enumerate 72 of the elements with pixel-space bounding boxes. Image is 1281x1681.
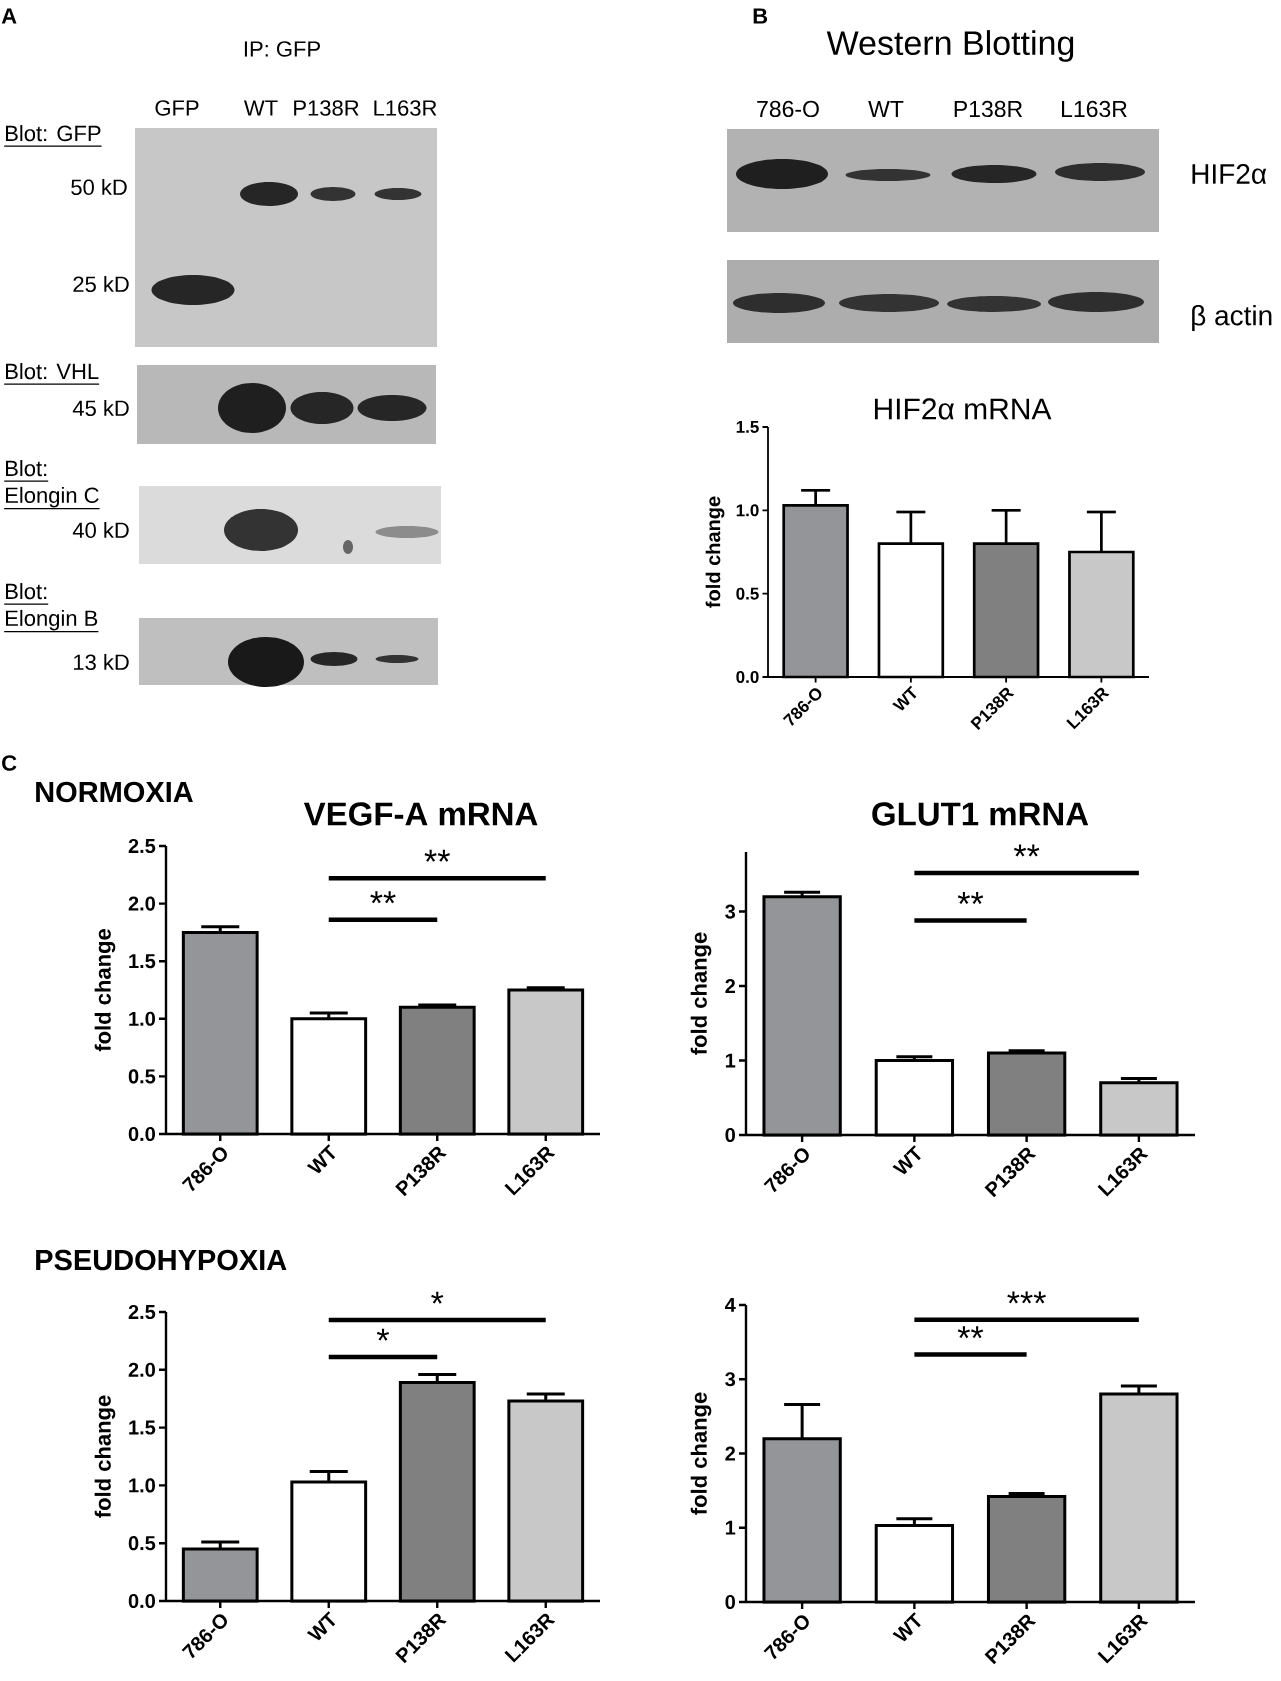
chart-title: GLUT1 mRNA bbox=[872, 802, 1089, 826]
y-tick-label: 0.5 bbox=[736, 587, 759, 600]
y-tick-label: 2.5 bbox=[128, 838, 156, 854]
text: Blot: Elongin C bbox=[6, 460, 99, 508]
y-tick-label: 1 bbox=[725, 1520, 736, 1535]
category-label: WT bbox=[243, 100, 278, 116]
y-tick-label: 4 bbox=[724, 1298, 736, 1312]
category-label: WT bbox=[868, 101, 904, 117]
y-tick-label: 2.0 bbox=[128, 1362, 155, 1377]
y-tick-label: 0.0 bbox=[736, 670, 759, 684]
x-tick-label: WT bbox=[306, 1611, 336, 1641]
y-tick-label: 3 bbox=[725, 1372, 736, 1387]
annotation: ** bbox=[424, 849, 450, 862]
category-label: P138R bbox=[294, 100, 359, 116]
category-label: 786-O bbox=[757, 100, 819, 118]
y-tick-label: 0 bbox=[725, 1127, 735, 1143]
text: Blot: VHL bbox=[6, 363, 99, 380]
text: 45 kD bbox=[72, 399, 129, 417]
text: Blot: GFP bbox=[6, 125, 101, 142]
y-tick-label: 1.0 bbox=[129, 1478, 155, 1493]
y-tick-label: 3 bbox=[725, 904, 736, 919]
y-tick-label: 2.0 bbox=[128, 896, 155, 911]
text: IP: GFP bbox=[244, 41, 320, 57]
y-axis-title: fold change bbox=[94, 929, 116, 1052]
y-tick-label: 1.5 bbox=[129, 1420, 156, 1435]
y-tick-label: 1.5 bbox=[736, 421, 759, 433]
annotation: * bbox=[376, 1328, 390, 1341]
category-label: GFP bbox=[155, 100, 199, 116]
x-tick-label: WT bbox=[306, 1144, 336, 1174]
text: 40 kD bbox=[72, 521, 129, 539]
y-tick-label: 2 bbox=[725, 979, 735, 994]
x-tick-label: WT bbox=[892, 1612, 921, 1642]
y-axis-title: fold change bbox=[705, 496, 725, 608]
category-label: L163R bbox=[1062, 100, 1127, 118]
chart-title: VEGF-A mRNA bbox=[303, 802, 538, 826]
x-tick-label: WT bbox=[892, 1145, 921, 1175]
text: 50 kD bbox=[71, 178, 127, 196]
category-label: P138R bbox=[954, 100, 1023, 118]
text: Western Blotting bbox=[826, 30, 1074, 62]
y-tick-label: 2.5 bbox=[128, 1304, 156, 1320]
category-label: L163R bbox=[374, 100, 437, 116]
y-axis-title: fold change bbox=[690, 932, 712, 1055]
text: Blot: Elongin B bbox=[6, 583, 98, 631]
text: A bbox=[1, 8, 17, 24]
y-axis-title: fold change bbox=[690, 1392, 712, 1515]
annotation: ** bbox=[957, 1326, 984, 1339]
text: *** bbox=[1007, 1291, 1046, 1304]
chart-subtitle: PSEUDOHYPOXIA bbox=[36, 1249, 287, 1271]
y-tick-label: 0.0 bbox=[128, 1593, 155, 1609]
y-tick-label: 1.0 bbox=[129, 1011, 155, 1026]
y-tick-label: 0 bbox=[725, 1594, 735, 1610]
text: 13 kD bbox=[74, 653, 129, 671]
text: β actin bbox=[1192, 304, 1272, 332]
y-tick-label: 0.0 bbox=[128, 1126, 155, 1142]
y-axis-title: fold change bbox=[94, 1395, 116, 1518]
y-tick-label: 1 bbox=[725, 1053, 736, 1068]
chart-subtitle: NORMOXIA bbox=[36, 781, 193, 803]
text: * bbox=[431, 1291, 444, 1304]
chart-title: HIF2α mRNA bbox=[874, 398, 1052, 420]
annotation: ** bbox=[957, 892, 984, 905]
text: C bbox=[2, 755, 17, 771]
text: HIF2α bbox=[1192, 164, 1267, 184]
x-tick-label: WT bbox=[892, 685, 917, 711]
y-tick-label: 0.5 bbox=[128, 1536, 156, 1551]
annotation: ** bbox=[370, 891, 396, 904]
y-tick-label: 1.5 bbox=[129, 954, 156, 969]
text: B bbox=[753, 8, 768, 24]
y-tick-label: 1.0 bbox=[736, 504, 759, 517]
y-tick-label: 2 bbox=[725, 1446, 735, 1461]
y-tick-label: 0.5 bbox=[128, 1069, 156, 1084]
annotation: ** bbox=[1013, 844, 1040, 857]
text: 25 kD bbox=[73, 275, 129, 293]
